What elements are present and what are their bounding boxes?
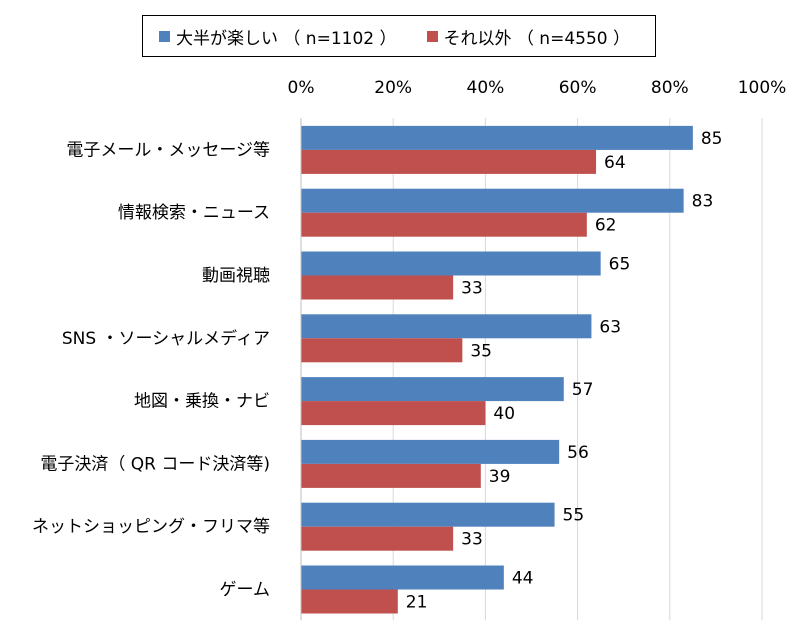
bar-s1-4 xyxy=(301,377,564,402)
category-label-0: 電子メール・メッセージ等 xyxy=(66,140,270,160)
legend-swatch-series-1 xyxy=(159,30,170,42)
bar-s2-4 xyxy=(301,401,486,426)
bar-s1-0 xyxy=(301,125,693,150)
data-label-s1-5: 56 xyxy=(567,443,589,463)
data-label-s1-6: 55 xyxy=(563,506,585,526)
data-label-s1-3: 63 xyxy=(599,317,621,337)
bar-s2-5 xyxy=(301,463,481,488)
category-label-7: ゲーム xyxy=(220,580,271,600)
bar-s1-3 xyxy=(301,314,592,339)
bar-s2-0 xyxy=(301,149,597,174)
data-label-s2-5: 39 xyxy=(489,467,511,487)
legend-label-series-2: それ以外 （ n=4550 ） xyxy=(443,28,631,49)
bar-s1-5 xyxy=(301,439,560,464)
x-tick-label-5: 100% xyxy=(738,78,787,98)
x-tick-label-1: 20% xyxy=(374,78,412,98)
x-tick-label-0: 0% xyxy=(288,78,315,98)
legend-label-series-1: 大半が楽しい （ n=1102 ） xyxy=(176,28,397,49)
bar-s1-1 xyxy=(301,188,684,213)
data-label-s1-7: 44 xyxy=(512,569,534,589)
category-label-3: SNS ・ソーシャルメディア xyxy=(62,328,270,349)
category-label-2: 動画視聴 xyxy=(202,266,270,286)
legend-item-series-2: それ以外 （ n=4550 ） xyxy=(426,24,631,49)
data-label-s1-4: 57 xyxy=(572,380,594,400)
legend-item-series-1: 大半が楽しい （ n=1102 ） xyxy=(159,24,397,49)
x-tick-label-4: 80% xyxy=(651,78,689,98)
category-label-5: 電子決済（ QR コード決済等) xyxy=(40,454,270,474)
data-label-s2-3: 35 xyxy=(470,341,492,361)
x-tick-label-3: 60% xyxy=(559,78,597,98)
data-label-s2-4: 40 xyxy=(493,404,515,424)
bar-s2-7 xyxy=(301,589,398,614)
bar-s1-7 xyxy=(301,565,504,590)
bar-s2-3 xyxy=(301,338,463,363)
category-label-4: 地図・乗換・ナビ xyxy=(134,392,270,412)
legend: 大半が楽しい （ n=1102 ） それ以外 （ n=4550 ） xyxy=(142,15,656,57)
bar-s2-2 xyxy=(301,275,454,300)
x-tick-label-2: 40% xyxy=(467,78,505,98)
bar-s2-6 xyxy=(301,526,454,551)
data-label-s2-7: 21 xyxy=(406,593,428,613)
category-label-6: ネットショッピング・フリマ等 xyxy=(32,517,270,537)
data-label-s2-6: 33 xyxy=(461,530,483,550)
data-label-s1-1: 83 xyxy=(692,192,714,212)
legend-swatch-series-2 xyxy=(426,30,438,42)
data-label-s1-2: 65 xyxy=(609,255,631,275)
data-label-s1-0: 85 xyxy=(701,129,723,149)
bar-s2-1 xyxy=(301,212,587,237)
category-label-1: 情報検索・ニュース xyxy=(118,203,270,223)
data-label-s2-0: 64 xyxy=(604,153,626,173)
bar-s1-6 xyxy=(301,502,555,527)
data-label-s2-2: 33 xyxy=(461,279,483,299)
bar-s1-2 xyxy=(301,251,601,276)
data-label-s2-1: 62 xyxy=(595,216,617,236)
